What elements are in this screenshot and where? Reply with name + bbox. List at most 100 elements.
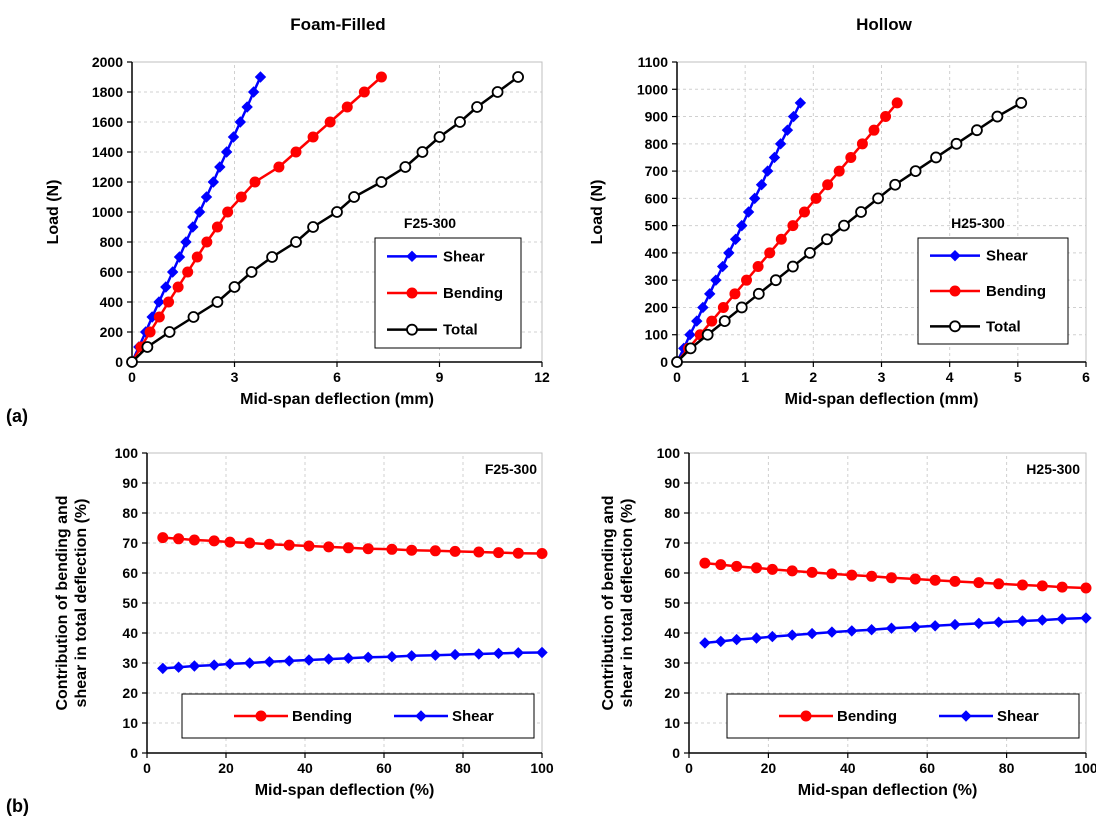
data-point-bending [764,247,776,259]
data-point-total [718,315,731,327]
data-point-shear [761,165,774,177]
data-point-shear [429,649,442,661]
data-point-total [211,296,224,308]
data-point-total [290,236,302,248]
data-point-total [266,251,278,263]
y-tick-label: 0 [115,354,123,370]
data-point-shear [536,646,548,659]
data-point-shear [929,620,941,632]
y-tick-label: 200 [100,324,124,340]
data-point-total [1015,97,1028,109]
data-point-bending [235,191,247,203]
y-tick-label: 20 [664,685,680,701]
panel-label-b: (b) [6,796,29,816]
specimen-tag: F25-300 [404,215,456,231]
data-point-shear [362,651,374,664]
y-tick-label: 70 [664,535,680,551]
data-point-shear [247,86,260,98]
data-point-shear [207,176,220,188]
data-point-bending [324,116,336,128]
data-point-bending [222,206,234,218]
chart-b-foam: 0 20 40 60 80 100 0 10 20 30 40 50 60 70 80 90 100 Mid-sp… [54,445,554,799]
data-point-bending [375,71,387,83]
data-point-bending [173,533,185,545]
y-tick-label: 600 [100,264,124,280]
data-point-total [821,233,833,246]
legend-label-shear: Shear [986,248,1028,265]
x-tick-label: 60 [376,760,392,776]
data-point-bending [157,532,169,544]
x-tick-label: 6 [1082,369,1090,385]
data-point-bending [846,569,858,581]
data-point-bending [868,124,880,136]
data-point-shear [768,151,781,164]
legend-label-shear: Shear [452,708,494,725]
x-tick-label: 1 [741,369,749,385]
data-point-shear [749,192,761,205]
data-point-shear [742,206,755,218]
data-point-bending [493,547,505,559]
legend-label-shear: Shear [443,248,485,265]
chart-b-hollow: 0 20 40 60 80 100 0 10 20 30 40 50 60 70 80 90 100 Mid-sp… [600,445,1096,799]
y-tick-label: 90 [122,475,138,491]
y-tick-label: 400 [100,294,124,310]
data-point-bending [188,534,200,546]
y-tick-label: 700 [645,163,669,179]
specimen-tag: H25-300 [951,215,1005,231]
legend-marker-bending [255,710,267,722]
data-point-shear [254,71,267,83]
data-point-bending [750,562,762,574]
data-point-bending [273,161,285,173]
data-point-bending [283,539,295,551]
data-point-bending [993,578,1005,590]
y-tick-label: 30 [664,655,680,671]
data-point-total [433,131,446,143]
x-tick-label: 0 [128,369,136,385]
data-point-shear [386,650,398,663]
data-point-shear [200,191,213,203]
data-point-shear [263,656,276,668]
data-point-total [454,116,466,128]
data-point-shear [774,138,787,150]
y-tick-label: 100 [645,327,669,343]
y-tick-label: 70 [122,535,138,551]
x-tick-label: 80 [455,760,471,776]
data-point-shear [241,101,253,113]
data-point-shear [1016,615,1029,627]
y-tick-label: 1200 [92,174,123,190]
data-point-shear [512,647,525,659]
data-point-shear [684,329,696,341]
data-point-shear [1036,614,1049,626]
data-point-bending [406,544,418,556]
data-point-bending [249,176,261,188]
data-point-bending [263,538,275,550]
data-point-shear [224,658,236,670]
x-tick-label: 2 [809,369,817,385]
y-tick-label: 300 [645,272,669,288]
data-point-shear [710,274,722,286]
data-point-bending [208,535,220,547]
y-tick-label: 900 [645,109,669,125]
x-tick-label: 20 [218,760,234,776]
data-point-shear [214,161,226,173]
y-tick-label: 2000 [92,54,123,70]
series-line-shear [162,651,543,670]
data-point-total [971,124,983,137]
y-tick-label: 50 [122,595,138,611]
data-point-shear [992,616,1005,628]
data-point-bending [880,111,892,123]
data-point-bending [191,251,203,263]
data-point-shear [208,659,220,671]
data-point-total [331,206,343,218]
legend-marker-shear [415,710,427,722]
data-point-total [786,260,799,273]
y-tick-label: 80 [122,505,138,521]
data-point-shear [193,206,206,218]
y-tick-label: 0 [672,745,680,761]
chart-a-hollow: 0 1 2 3 4 5 6 0 100 200 300 400 500 600 700 800 900 1000 1… [589,54,1090,408]
data-point-bending [323,541,335,553]
x-axis-title: Mid-span deflection (mm) [785,391,979,408]
data-point-shear [826,626,838,638]
y-tick-label: 20 [122,685,138,701]
data-point-bending [172,281,184,293]
